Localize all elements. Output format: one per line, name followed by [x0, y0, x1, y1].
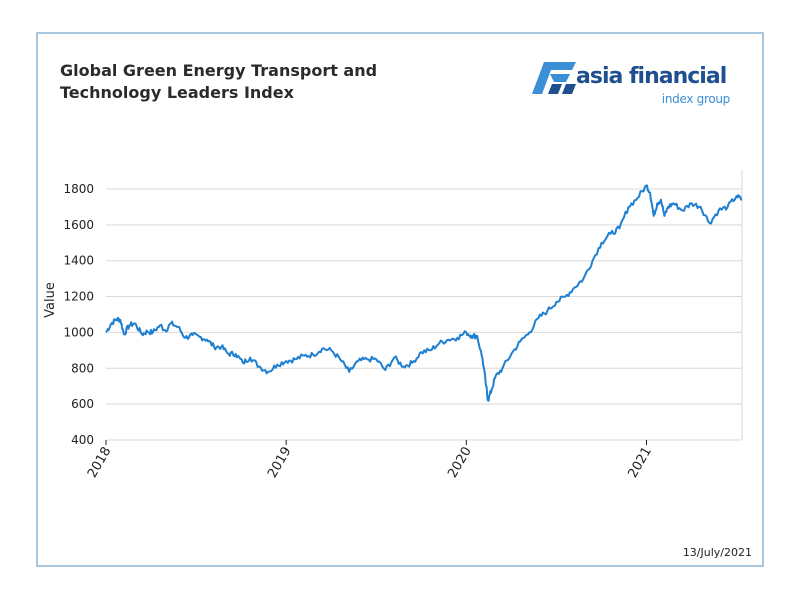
y-tick-label: 800 [71, 361, 94, 375]
y-tick-label: 1200 [63, 290, 94, 304]
y-tick-label: 1000 [63, 325, 94, 339]
x-tick-label: 2020 [445, 445, 475, 481]
chart-title-line-1: Global Green Energy Transport and [60, 61, 378, 80]
y-tick-label: 1400 [63, 254, 94, 268]
y-tick-label: 600 [71, 397, 94, 411]
y-tick-label: 1800 [63, 182, 94, 196]
date-stamp: 13/July/2021 [682, 546, 752, 559]
series-line-0 [105, 184, 743, 402]
x-tick-label: 2019 [265, 445, 295, 481]
line-chart: 400 600 800 1000 1200 1400 1600 1800 Value 2018 20… [43, 170, 743, 481]
logo-mark-icon [532, 62, 576, 94]
asia-financial-logo: asia financial index group [532, 62, 732, 112]
chart-frame: Global Green Energy Transport and Techno… [36, 32, 764, 567]
logo-brand-text: asia financial [576, 64, 727, 89]
chart-title: Global Green Energy Transport and Techno… [60, 60, 420, 104]
logo-sub-text: index group [661, 92, 731, 106]
y-axis-label: Value [43, 282, 58, 318]
x-tick-label: 2018 [85, 445, 115, 481]
chart-title-line-2: Technology Leaders Index [60, 83, 294, 102]
y-tick-label: 1600 [63, 218, 94, 232]
y-tick-label: 400 [71, 433, 94, 447]
x-tick-label: 2021 [625, 445, 655, 481]
